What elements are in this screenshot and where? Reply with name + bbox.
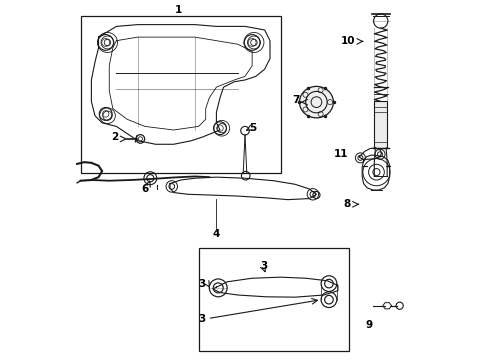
Text: 11: 11: [334, 149, 348, 159]
FancyBboxPatch shape: [374, 102, 387, 148]
Text: 10: 10: [341, 36, 355, 46]
Text: 4: 4: [213, 229, 220, 239]
FancyBboxPatch shape: [81, 16, 281, 173]
Text: 6: 6: [141, 184, 148, 194]
Text: 7: 7: [292, 95, 299, 105]
FancyBboxPatch shape: [198, 248, 348, 351]
Text: 1: 1: [175, 5, 183, 15]
Ellipse shape: [299, 86, 333, 118]
Text: 3: 3: [198, 314, 206, 324]
Text: 2: 2: [111, 132, 118, 142]
Text: 3: 3: [260, 261, 268, 271]
Text: 8: 8: [343, 199, 350, 209]
Text: 5: 5: [249, 123, 257, 133]
Text: 3: 3: [198, 279, 206, 289]
Text: 9: 9: [366, 320, 373, 330]
